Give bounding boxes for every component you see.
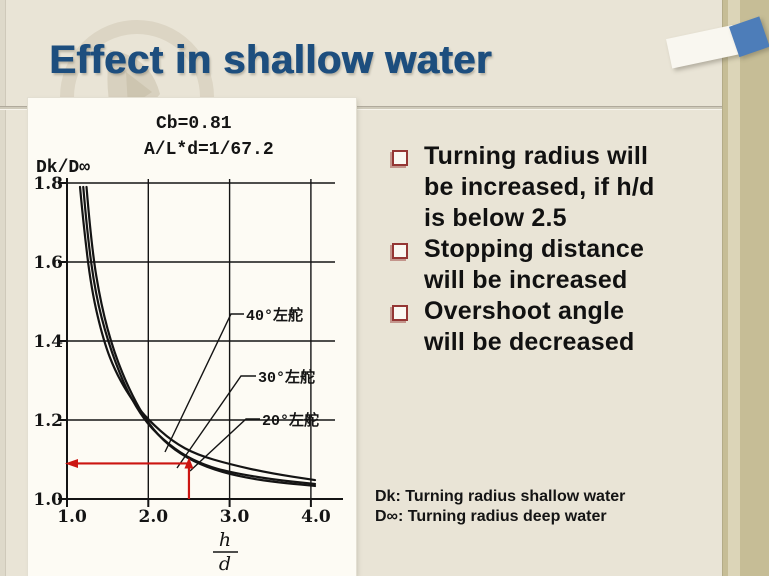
title-separator-line bbox=[0, 106, 722, 110]
chart-footnote: Dk: Turning radius shallow water D∞: Turn… bbox=[375, 487, 720, 527]
bullet-square-icon bbox=[392, 305, 408, 321]
series-label: 40°左舵 bbox=[246, 306, 303, 325]
leader-line bbox=[176, 375, 256, 469]
leader-line bbox=[164, 313, 244, 453]
curve-30°左舵 bbox=[82, 185, 317, 486]
bullet-item: Overshoot angle will be decreased bbox=[392, 296, 717, 358]
x-tick-label: 1.0 bbox=[57, 507, 87, 527]
red-reference-lines bbox=[65, 457, 194, 499]
chart-panel: 1.0 1.2 1.4 1.6 1.8 1.0 2.0 3.0 4.0 Cb=0.81 A/L*d=… bbox=[28, 98, 356, 576]
curve-40°左舵 bbox=[78, 185, 317, 482]
x-tick-label: 3.0 bbox=[220, 507, 250, 527]
fraction-numerator: h bbox=[219, 529, 231, 551]
slide-title: Effect in shallow water bbox=[49, 38, 492, 82]
bullet-list: Turning radius will be increased, if h/d i… bbox=[392, 141, 717, 358]
bullet-item: Stopping distance will be increased bbox=[392, 234, 717, 296]
bullet-text: Turning radius will be increased, if h/d i… bbox=[424, 142, 655, 232]
chart-title-line2: A/L*d=1/67.2 bbox=[144, 140, 274, 160]
bullet-square-icon bbox=[392, 150, 408, 166]
x-axis-label: hd bbox=[213, 529, 238, 575]
right-side-band-stripe bbox=[728, 0, 740, 576]
x-tick-label: 2.0 bbox=[139, 507, 169, 527]
chart-curves bbox=[78, 185, 317, 488]
right-side-band bbox=[722, 0, 769, 576]
series-label: 20°左舵 bbox=[262, 411, 319, 430]
chart-title-line1: Cb=0.81 bbox=[156, 114, 232, 134]
y-tick-label: 1.4 bbox=[33, 332, 63, 352]
curve-20°左舵 bbox=[85, 185, 317, 488]
chart-grid bbox=[67, 179, 335, 499]
chart-header: Cb=0.81 A/L*d=1/67.2 Dk/D∞ bbox=[36, 114, 274, 178]
y-tick-label: 1.6 bbox=[33, 253, 63, 273]
bullet-text: Stopping distance will be increased bbox=[424, 235, 645, 294]
y-tick-label: 1.0 bbox=[33, 490, 63, 510]
y-tick-label: 1.8 bbox=[33, 174, 63, 194]
footnote-line: D∞: Turning radius deep water bbox=[375, 508, 607, 525]
fraction-denominator: d bbox=[219, 553, 231, 575]
bullet-text: Overshoot angle will be decreased bbox=[424, 297, 635, 356]
chart-axes: 1.0 1.2 1.4 1.6 1.8 1.0 2.0 3.0 4.0 bbox=[33, 174, 343, 527]
y-axis-label: Dk/D∞ bbox=[36, 158, 90, 178]
turning-radius-chart: 1.0 1.2 1.4 1.6 1.8 1.0 2.0 3.0 4.0 Cb=0.81 A/L*d=… bbox=[33, 114, 343, 575]
bullet-square-icon bbox=[392, 243, 408, 259]
x-tick-label: 4.0 bbox=[301, 507, 331, 527]
footnote-line: Dk: Turning radius shallow water bbox=[375, 488, 626, 505]
leader-line bbox=[189, 418, 260, 472]
series-labels: 40°左舵 30°左舵 20°左舵 bbox=[164, 306, 319, 472]
y-tick-label: 1.2 bbox=[33, 411, 63, 431]
series-label: 30°左舵 bbox=[258, 368, 315, 387]
bullet-item: Turning radius will be increased, if h/d i… bbox=[392, 141, 717, 234]
left-edge-strip bbox=[0, 0, 6, 576]
